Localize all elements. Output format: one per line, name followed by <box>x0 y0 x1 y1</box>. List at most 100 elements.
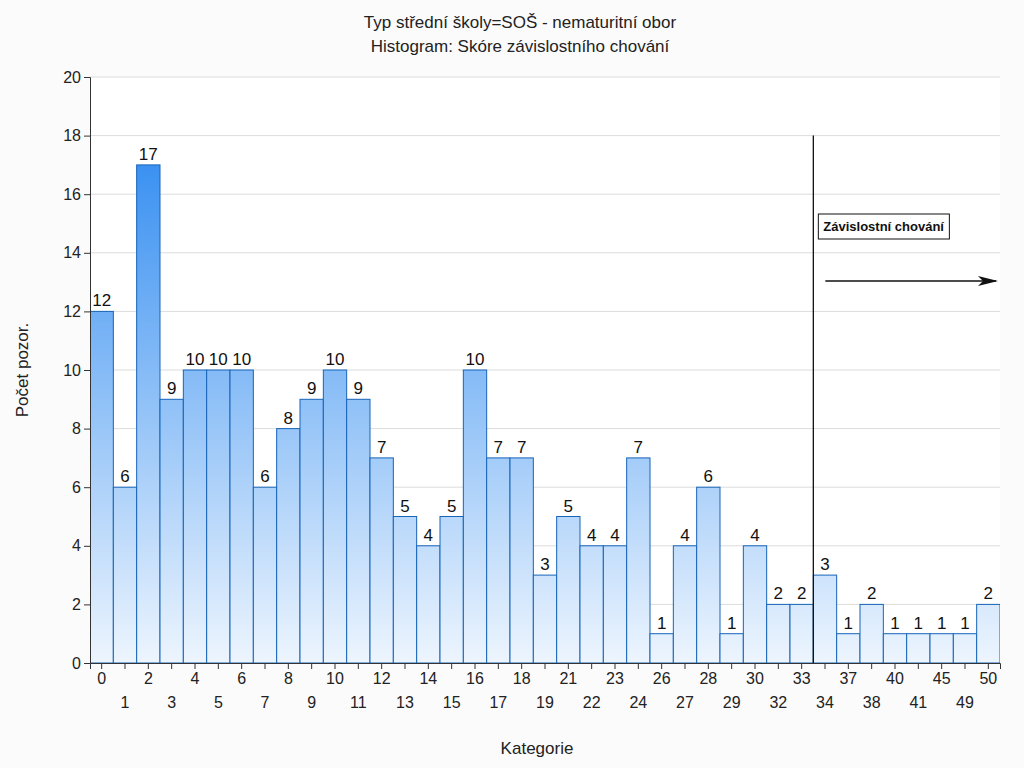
tick: 1 <box>121 663 130 711</box>
tick-label: 4 <box>72 537 81 554</box>
bar <box>487 458 510 663</box>
tick: 41 <box>909 663 927 711</box>
tick-label: 33 <box>793 670 811 687</box>
data-label: 4 <box>750 526 759 545</box>
tick-label: 50 <box>979 670 997 687</box>
tick-label: 23 <box>606 670 624 687</box>
tick: 5 <box>214 663 223 711</box>
tick: 2 <box>144 663 153 687</box>
tick-label: 26 <box>653 670 671 687</box>
bar <box>977 604 1000 663</box>
tick: 40 <box>886 663 904 687</box>
tick-label: 6 <box>72 479 81 496</box>
tick: 0 <box>72 655 90 672</box>
bar <box>417 546 440 663</box>
grid-line <box>90 135 1000 136</box>
tick-label: 5 <box>214 694 223 711</box>
tick: 12 <box>373 663 391 687</box>
tick-label: 22 <box>583 694 601 711</box>
bar <box>697 487 720 663</box>
tick-label: 2 <box>144 670 153 687</box>
tick-label: 29 <box>723 694 741 711</box>
tick: 45 <box>933 663 951 687</box>
tick-mark <box>84 77 90 78</box>
tick-mark <box>475 663 476 669</box>
data-label: 2 <box>984 584 993 603</box>
plot-background <box>90 77 1000 663</box>
tick-mark <box>195 663 196 669</box>
tick-label: 17 <box>489 694 507 711</box>
data-label: 1 <box>937 614 946 633</box>
tick: 23 <box>606 663 624 687</box>
tick-label: 34 <box>816 694 834 711</box>
data-label: 1 <box>890 614 899 633</box>
tick: 24 <box>629 663 647 711</box>
tick-label: 10 <box>63 362 81 379</box>
tick: 22 <box>583 663 601 711</box>
tick-mark <box>84 546 90 547</box>
tick: 15 <box>443 663 461 711</box>
bar <box>837 634 860 663</box>
tick-mark <box>84 253 90 254</box>
bar <box>370 458 393 663</box>
tick-mark <box>428 663 429 669</box>
tick-label: 18 <box>513 670 531 687</box>
tick-label: 19 <box>536 694 554 711</box>
tick-label: 16 <box>466 670 484 687</box>
tick: 16 <box>63 186 90 203</box>
bar <box>673 546 696 663</box>
data-label: 10 <box>209 350 228 369</box>
bar <box>557 517 580 664</box>
tick: 32 <box>769 663 787 711</box>
tick: 50 <box>979 663 997 687</box>
x-axis-title: Kategorie <box>501 739 574 758</box>
tick-mark <box>941 663 942 669</box>
tick-mark <box>148 663 149 669</box>
tick: 11 <box>350 663 367 711</box>
bar <box>953 634 976 663</box>
tick-label: 32 <box>769 694 787 711</box>
tick-mark <box>615 663 616 669</box>
data-label: 10 <box>232 350 251 369</box>
tick: 29 <box>723 663 741 711</box>
tick: 4 <box>191 663 200 687</box>
tick-mark <box>381 663 382 669</box>
tick-mark <box>218 663 219 669</box>
bar <box>393 517 416 664</box>
tick-label: 30 <box>746 670 764 687</box>
tick-label: 14 <box>419 670 437 687</box>
data-label: 4 <box>680 526 689 545</box>
arrow-line <box>825 280 996 281</box>
data-label: 9 <box>307 379 316 398</box>
data-labels: 1261791010106891097545107735447146142231… <box>92 145 993 633</box>
bar <box>720 634 743 663</box>
tick-label: 11 <box>350 694 367 711</box>
tick-label: 0 <box>72 655 81 672</box>
tick-mark <box>825 663 826 669</box>
bar <box>90 311 113 663</box>
axis-line <box>84 78 91 664</box>
bar <box>627 458 650 663</box>
data-label: 3 <box>540 555 549 574</box>
tick-mark <box>848 663 849 669</box>
tick-label: 38 <box>863 694 881 711</box>
y-axis: 02468101214161820 <box>63 69 90 672</box>
tick: 28 <box>699 663 717 687</box>
data-label: 10 <box>326 350 345 369</box>
tick-mark <box>335 663 336 669</box>
tick-label: 40 <box>886 670 904 687</box>
tick-mark <box>988 663 989 669</box>
arrow-head <box>978 276 998 286</box>
bar <box>883 634 906 663</box>
tick: 30 <box>746 663 764 687</box>
tick-mark <box>84 311 90 312</box>
tick: 21 <box>559 663 577 687</box>
tick-label: 0 <box>97 670 106 687</box>
bar <box>930 634 953 663</box>
tick-mark <box>125 663 126 669</box>
data-label: 8 <box>284 409 293 428</box>
tick-mark <box>591 663 592 669</box>
tick-label: 14 <box>63 244 81 261</box>
tick: 8 <box>284 663 293 687</box>
tick-mark <box>84 136 90 137</box>
